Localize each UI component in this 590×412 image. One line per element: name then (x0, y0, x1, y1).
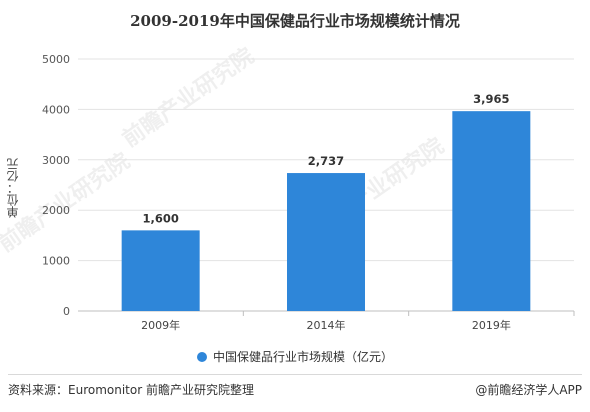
y-tick-label: 0 (63, 305, 70, 318)
legend: 中国保健品行业市场规模（亿元） (0, 348, 590, 365)
credit: @前瞻经济学人APP (475, 383, 582, 397)
y-tick-label: 4000 (42, 103, 70, 116)
footer-divider (8, 374, 582, 375)
x-tick-label: 2009年 (141, 318, 180, 332)
data-label: 1,600 (142, 211, 178, 225)
data-label: 2,737 (308, 154, 344, 168)
source-note: 资料来源：Euromonitor 前瞻产业研究院整理 (8, 383, 254, 397)
y-axis-label: 单位：亿元 (6, 158, 20, 218)
y-tick-label: 3000 (42, 154, 70, 167)
y-tick-label: 2000 (42, 204, 70, 217)
y-tick-label: 1000 (42, 255, 70, 268)
chart-title: 2009-2019年中国保健品行业市场规模统计情况 (130, 12, 460, 30)
x-tick-label: 2014年 (307, 318, 346, 332)
x-tick-label: 2019年 (472, 318, 511, 332)
bar (452, 111, 531, 311)
legend-label: 中国保健品行业市场规模（亿元） (212, 350, 393, 364)
bar (121, 230, 200, 311)
y-tick-label: 5000 (42, 53, 70, 66)
data-label: 3,965 (473, 92, 509, 106)
legend-swatch (196, 352, 207, 362)
bar (287, 173, 365, 311)
